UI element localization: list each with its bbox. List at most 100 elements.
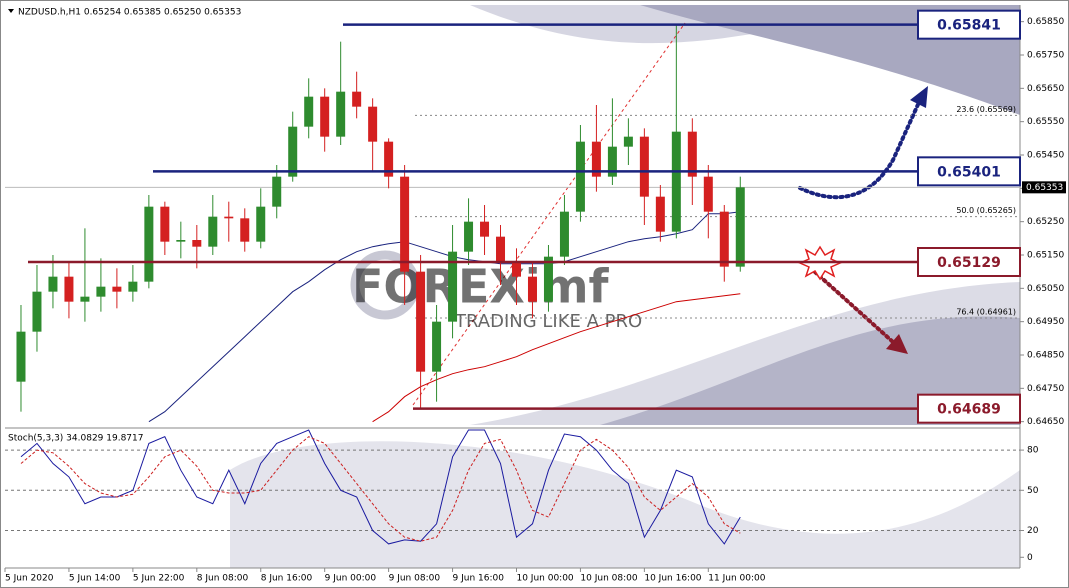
candle-body bbox=[384, 141, 394, 177]
watermark-logo bbox=[350, 250, 420, 320]
candle-body bbox=[32, 291, 42, 332]
x-tick-label: 5 Jun 22:00 bbox=[133, 574, 185, 584]
candle-body bbox=[575, 141, 585, 212]
y-tick-label: 0.64650 bbox=[1027, 417, 1064, 427]
candle-body bbox=[144, 206, 154, 282]
moving-average bbox=[372, 293, 741, 423]
moving-average bbox=[148, 211, 741, 423]
stoch-line bbox=[20, 429, 741, 545]
candle-body bbox=[480, 221, 490, 237]
x-tick-label: 5 Jun 2020 bbox=[5, 574, 54, 584]
level-label: 0.65841 bbox=[937, 18, 1001, 34]
candle-body bbox=[96, 286, 106, 297]
x-tick-label: 9 Jun 00:00 bbox=[325, 574, 377, 584]
logo-ring bbox=[350, 250, 420, 320]
y-tick-label: 0.65550 bbox=[1027, 117, 1064, 127]
x-tick-label: 11 Jun 00:00 bbox=[708, 574, 765, 584]
candle-body bbox=[400, 176, 410, 272]
level-label: 0.65401 bbox=[937, 164, 1001, 180]
y-tick-label: 0.65050 bbox=[1027, 284, 1064, 294]
level-box bbox=[917, 247, 1021, 277]
candle-body bbox=[112, 286, 122, 292]
candle-body bbox=[192, 240, 202, 247]
candle-body bbox=[176, 240, 186, 242]
trend-line bbox=[412, 22, 686, 406]
candle-body bbox=[687, 131, 697, 177]
y-tick-label: 0.65650 bbox=[1027, 84, 1064, 94]
level-box bbox=[917, 9, 1021, 40]
menu-triangle bbox=[8, 9, 14, 13]
swoosh bbox=[600, 316, 1020, 425]
y-tick-label: 0.65850 bbox=[1027, 17, 1064, 27]
candle-body bbox=[288, 126, 298, 177]
up-arrowhead bbox=[910, 86, 928, 108]
y-tick-label: 0.65250 bbox=[1027, 217, 1064, 227]
y-tick-label: 0.64850 bbox=[1027, 351, 1064, 361]
candle-body bbox=[256, 206, 266, 242]
candle-body bbox=[527, 276, 537, 302]
stoch-title: Stoch(5,3,3) 34.0829 19.8717 bbox=[8, 434, 143, 444]
candle-body bbox=[352, 91, 362, 107]
candle-body bbox=[160, 206, 170, 242]
y-tick-label: 50 bbox=[1027, 486, 1039, 496]
candle-body bbox=[368, 106, 378, 142]
candle-body bbox=[623, 136, 633, 147]
candle-body bbox=[272, 176, 282, 207]
swoosh bbox=[230, 441, 1020, 568]
candle-body bbox=[336, 91, 346, 137]
x-tick-label: 9 Jun 16:00 bbox=[453, 574, 505, 584]
level-label: 0.64689 bbox=[937, 402, 1001, 418]
candle-body bbox=[432, 321, 442, 372]
level-box bbox=[917, 393, 1021, 424]
down-arrowhead bbox=[886, 334, 908, 354]
candle-body bbox=[48, 276, 58, 292]
candle-body bbox=[543, 256, 553, 302]
candle-body bbox=[224, 216, 234, 219]
candle-body bbox=[559, 211, 569, 257]
last-price-label: 0.65353 bbox=[1026, 183, 1063, 193]
candle-body bbox=[128, 281, 138, 292]
up-arrow bbox=[798, 98, 922, 200]
x-tick-label: 9 Jun 08:00 bbox=[389, 574, 441, 584]
x-tick-label: 10 Jun 00:00 bbox=[516, 574, 573, 584]
y-tick-label: 0.64950 bbox=[1027, 317, 1064, 327]
y-tick-label: 0.64750 bbox=[1027, 384, 1064, 394]
x-tick-label: 8 Jun 16:00 bbox=[261, 574, 313, 584]
level-box bbox=[917, 156, 1021, 187]
candle-body bbox=[64, 276, 74, 302]
last-price-box bbox=[1022, 181, 1066, 194]
x-tick-label: 10 Jun 16:00 bbox=[644, 574, 701, 584]
candle-body bbox=[639, 136, 649, 197]
candle-body bbox=[735, 187, 745, 267]
candle-body bbox=[671, 131, 681, 232]
fib-label: 76.4 (0.64961) bbox=[956, 308, 1016, 317]
y-tick-label: 0 bbox=[1027, 553, 1033, 563]
y-tick-label: 80 bbox=[1027, 446, 1039, 456]
y-tick-label: 0.65450 bbox=[1027, 151, 1064, 161]
fib-label: 23.6 (0.65569) bbox=[956, 105, 1016, 114]
candle-body bbox=[607, 146, 617, 177]
fib-label: 50.0 (0.65265) bbox=[956, 206, 1016, 215]
y-tick-label: 20 bbox=[1027, 526, 1039, 536]
down-arrow bbox=[813, 270, 895, 344]
candle-body bbox=[511, 261, 521, 277]
y-tick-label: 0.65150 bbox=[1027, 251, 1064, 261]
candle-body bbox=[719, 211, 729, 267]
candle-body bbox=[464, 221, 474, 252]
candle-body bbox=[80, 296, 90, 302]
candle-body bbox=[16, 331, 26, 382]
x-tick-label: 10 Jun 08:00 bbox=[580, 574, 637, 584]
candle-body bbox=[703, 176, 713, 212]
x-tick-label: 8 Jun 08:00 bbox=[197, 574, 249, 584]
x-tick-label: 5 Jun 14:00 bbox=[69, 574, 121, 584]
chart-title: NZDUSD.h,H1 0.65254 0.65385 0.65250 0.65… bbox=[18, 8, 241, 18]
candle-body bbox=[448, 251, 458, 322]
candle-body bbox=[416, 271, 426, 372]
candle-body bbox=[655, 196, 665, 232]
candle-body bbox=[208, 216, 218, 247]
y-tick-label: 0.65750 bbox=[1027, 51, 1064, 61]
watermark: FOREXimf bbox=[352, 260, 610, 314]
candle-body bbox=[320, 96, 330, 137]
candle-body bbox=[240, 218, 250, 242]
